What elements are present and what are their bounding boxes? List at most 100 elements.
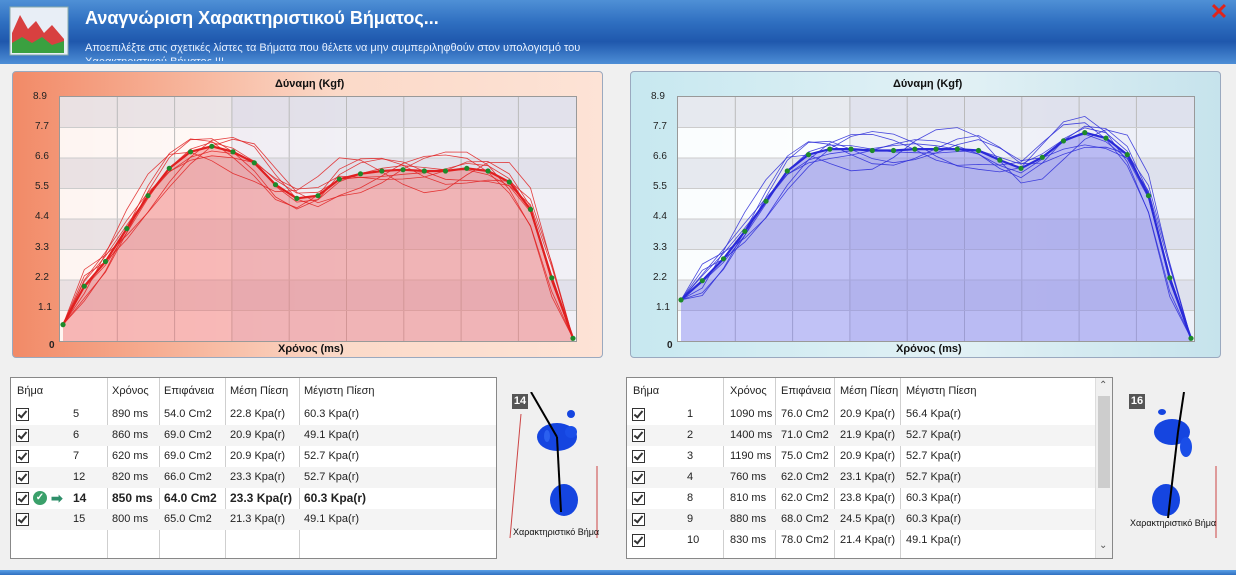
table-row[interactable]: 3 1190 ms 75.0 Cm2 20.9 Kpa(r) 52.7 Kpa(r)	[627, 446, 1112, 467]
y-tick: 5.5	[653, 181, 667, 192]
y-tick: 4.4	[35, 211, 49, 222]
characteristic-point	[102, 258, 109, 265]
step-checkbox[interactable]	[16, 429, 29, 442]
step-checkbox[interactable]	[632, 450, 645, 463]
scroll-down-icon[interactable]: ⌄	[1099, 540, 1108, 551]
characteristic-point	[145, 193, 151, 199]
table-row[interactable]: 9 880 ms 68.0 Cm2 24.5 Kpa(r) 60.3 Kpa(r)	[627, 509, 1112, 530]
step-checkbox[interactable]	[632, 471, 645, 484]
cell-step: 1	[687, 408, 694, 420]
cell-step: 2	[687, 429, 694, 441]
characteristic-point	[485, 168, 491, 174]
characteristic-point	[763, 198, 769, 204]
cell-max: 49.1 Kpa(r)	[906, 534, 962, 546]
cell-max: 52.7 Kpa(r)	[906, 471, 962, 483]
column-header-mean-pressure[interactable]: Μέση Πίεση	[840, 385, 899, 397]
characteristic-point	[336, 176, 342, 182]
column-header-max-pressure[interactable]: Μέγιστη Πίεση	[304, 385, 375, 397]
close-icon[interactable]: ✕	[1209, 0, 1229, 24]
table-row[interactable]: 12 820 ms 66.0 Cm2 23.3 Kpa(r) 52.7 Kpa(r)	[11, 467, 496, 488]
left-chart-title: Δύναμη (Kgf)	[275, 78, 345, 90]
table-row[interactable]: 5 890 ms 54.0 Cm2 22.8 Kpa(r) 60.3 Kpa(r)	[11, 404, 496, 425]
step-checkbox[interactable]	[16, 408, 29, 421]
y-tick: 7.7	[35, 121, 49, 132]
characteristic-point	[1018, 165, 1024, 171]
table-row[interactable]: 6 860 ms 69.0 Cm2 20.9 Kpa(r) 49.1 Kpa(r)	[11, 425, 496, 446]
cell-max: 60.3 Kpa(r)	[304, 491, 367, 505]
scroll-up-icon[interactable]: ⌃	[1099, 380, 1108, 391]
characteristic-point	[549, 275, 555, 281]
cell-max: 52.7 Kpa(r)	[906, 450, 962, 462]
left-chart: Δύναμη (Kgf) 8.9 7.7 6.6 5.5 4.4 3.3 2.2…	[12, 71, 603, 358]
grid-band	[678, 280, 1194, 311]
table-row[interactable]: 2 1400 ms 71.0 Cm2 21.9 Kpa(r) 52.7 Kpa(r)	[627, 425, 1112, 446]
cell-area: 78.0 Cm2	[781, 534, 829, 546]
right-chart: Δύναμη (Kgf) 8.9 7.7 6.6 5.5 4.4 3.3 2.2…	[630, 71, 1221, 358]
table-row[interactable]: 4 760 ms 62.0 Cm2 23.1 Kpa(r) 52.7 Kpa(r)	[627, 467, 1112, 488]
step-checkbox[interactable]	[632, 429, 645, 442]
table-row[interactable]: 8 810 ms 62.0 Cm2 23.8 Kpa(r) 60.3 Kpa(r)	[627, 488, 1112, 509]
column-header-step[interactable]: Βήμα	[17, 385, 44, 397]
step-checkbox[interactable]	[16, 450, 29, 463]
characteristic-point	[1082, 130, 1088, 136]
table-row[interactable]: 10 830 ms 78.0 Cm2 21.4 Kpa(r) 49.1 Kpa(r)	[627, 530, 1112, 551]
cell-area: 62.0 Cm2	[781, 492, 829, 504]
characteristic-point	[379, 168, 385, 174]
step-checkbox[interactable]	[632, 534, 645, 547]
current-row-arrow-icon: ➡	[51, 490, 63, 506]
left-plot-area	[59, 96, 577, 342]
right-panel: Δύναμη (Kgf) 8.9 7.7 6.6 5.5 4.4 3.3 2.2…	[620, 64, 1236, 570]
y-tick: 1.1	[38, 302, 52, 313]
origin-label: 0	[667, 340, 673, 351]
table-row[interactable]: 1 1090 ms 76.0 Cm2 20.9 Kpa(r) 56.4 Kpa(r)	[627, 404, 1112, 425]
characteristic-point	[1039, 154, 1045, 160]
origin-label: 0	[49, 340, 55, 351]
step-checkbox[interactable]	[16, 513, 29, 526]
characteristic-point	[421, 168, 427, 174]
cell-area: 66.0 Cm2	[164, 471, 212, 483]
step-series-line	[62, 151, 574, 339]
column-header-mean-pressure[interactable]: Μέση Πίεση	[230, 385, 289, 397]
footprint-image	[509, 391, 598, 539]
column-header-max-pressure[interactable]: Μέγιστη Πίεση	[906, 385, 977, 397]
column-header-time[interactable]: Χρόνος	[112, 385, 149, 397]
characteristic-point	[527, 206, 534, 212]
grid-band	[60, 97, 576, 128]
characteristic-point	[997, 157, 1003, 163]
cell-step: 7	[73, 450, 80, 462]
y-tick: 7.7	[653, 121, 667, 132]
cell-area: 75.0 Cm2	[781, 450, 829, 462]
step-checkbox[interactable]	[16, 471, 29, 484]
step-checkbox[interactable]	[632, 492, 645, 505]
characteristic-point	[124, 226, 130, 232]
cell-max: 52.7 Kpa(r)	[304, 471, 360, 483]
cell-step: 5	[73, 408, 80, 420]
left-footprint: 14 Χαρακτηριστικό Βήμα	[509, 391, 601, 542]
table-row[interactable]: ✓ ➡ 14 850 ms 64.0 Cm2 23.3 Kpa(r) 60.3 Kpa(r)	[11, 488, 496, 509]
characteristic-point	[869, 147, 875, 154]
characteristic-point	[1103, 135, 1109, 141]
characteristic-point	[805, 152, 812, 158]
footprint-badge: 16	[1129, 394, 1145, 409]
cell-time: 620 ms	[112, 450, 149, 462]
column-header-area[interactable]: Επιφάνεια	[164, 385, 215, 397]
characteristic-point	[784, 168, 790, 174]
envelope-area	[681, 132, 1191, 341]
step-checkbox[interactable]	[632, 408, 645, 421]
table-row[interactable]: 7 620 ms 69.0 Cm2 20.9 Kpa(r) 52.7 Kpa(r)	[11, 446, 496, 467]
column-header-step[interactable]: Βήμα	[633, 385, 660, 397]
step-series-line	[680, 127, 1192, 339]
y-tick: 6.6	[35, 151, 49, 162]
column-header-time[interactable]: Χρόνος	[730, 385, 767, 397]
table-scrollbar[interactable]: ⌃ ⌄	[1095, 378, 1112, 558]
table-row[interactable]: 15 800 ms 65.0 Cm2 21.3 Kpa(r) 49.1 Kpa(r)	[11, 509, 496, 530]
step-checkbox[interactable]	[632, 513, 645, 526]
characteristic-point	[1167, 275, 1173, 281]
column-header-area[interactable]: Επιφάνεια	[781, 385, 832, 397]
step-checkbox[interactable]	[16, 492, 29, 505]
characteristic-point	[699, 278, 705, 284]
grid-band	[678, 97, 1194, 128]
cell-mean: 20.9 Kpa(r)	[840, 408, 896, 420]
scrollbar-thumb[interactable]	[1098, 396, 1110, 488]
cell-time: 820 ms	[112, 471, 149, 483]
